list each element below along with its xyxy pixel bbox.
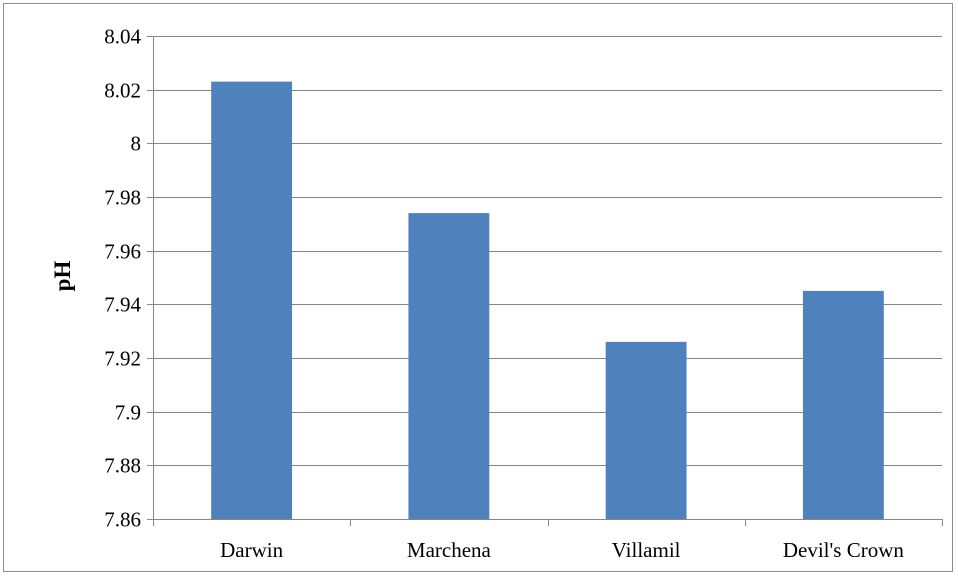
y-axis-title: pH bbox=[50, 261, 75, 292]
y-tick-label: 7.92 bbox=[104, 347, 141, 371]
bars bbox=[211, 81, 884, 519]
y-tick-label: 7.9 bbox=[115, 401, 141, 425]
y-tick-label: 7.94 bbox=[104, 293, 141, 317]
y-tick-label: 7.86 bbox=[104, 508, 141, 532]
axes bbox=[153, 36, 942, 520]
y-tick-label: 8.04 bbox=[104, 25, 141, 49]
x-tick-label: Darwin bbox=[220, 538, 283, 562]
y-tick-labels: 7.86 7.88 7.9 7.92 7.94 7.96 7.98 8 8.02 8.04 bbox=[104, 25, 141, 532]
y-tick-label: 8 bbox=[131, 132, 142, 156]
y-tick-label: 7.98 bbox=[104, 186, 141, 210]
y-tick-label: 7.96 bbox=[104, 240, 141, 264]
x-tick-label: Devil's Crown bbox=[783, 538, 905, 562]
y-tick-label: 8.02 bbox=[104, 79, 141, 103]
bar-devil-s-crown bbox=[802, 290, 884, 519]
y-tick-label: 7.88 bbox=[104, 454, 141, 478]
bar-villamil bbox=[605, 341, 687, 519]
x-tick-labels: Darwin Marchena Villamil Devil's Crown bbox=[220, 538, 904, 562]
bar-marchena bbox=[408, 213, 490, 519]
x-tick-label: Villamil bbox=[612, 538, 681, 562]
x-tick-label: Marchena bbox=[407, 538, 492, 562]
bar-darwin bbox=[211, 81, 293, 519]
